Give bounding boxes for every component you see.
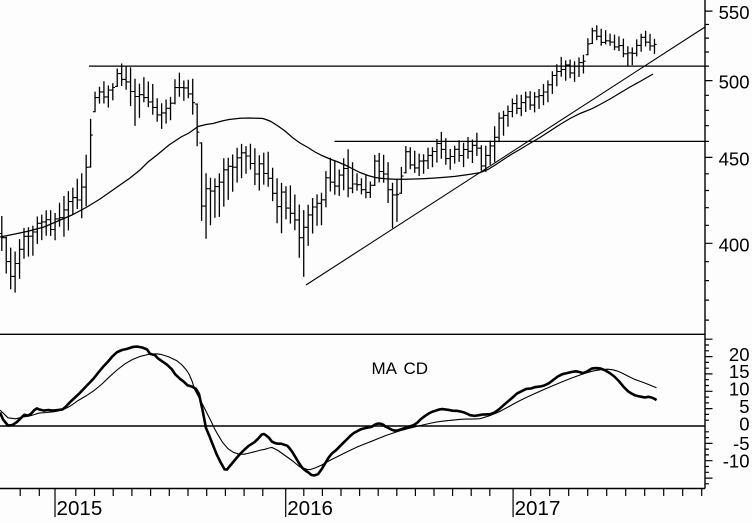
svg-text:2015: 2015 xyxy=(57,497,103,518)
svg-text:15: 15 xyxy=(729,361,750,382)
svg-text:500: 500 xyxy=(719,72,750,93)
svg-text:550: 550 xyxy=(719,2,750,23)
svg-text:400: 400 xyxy=(719,234,750,255)
svg-text:20: 20 xyxy=(729,344,750,365)
svg-text:MA: MA xyxy=(372,359,398,378)
svg-text:5: 5 xyxy=(739,396,749,417)
svg-text:-10: -10 xyxy=(723,450,750,471)
svg-text:2017: 2017 xyxy=(515,497,561,518)
svg-text:450: 450 xyxy=(719,149,750,170)
svg-text:0: 0 xyxy=(739,413,749,434)
svg-text:-5: -5 xyxy=(733,433,749,454)
svg-text:10: 10 xyxy=(729,379,750,400)
svg-text:2016: 2016 xyxy=(287,497,333,518)
svg-text:CD: CD xyxy=(404,359,429,378)
